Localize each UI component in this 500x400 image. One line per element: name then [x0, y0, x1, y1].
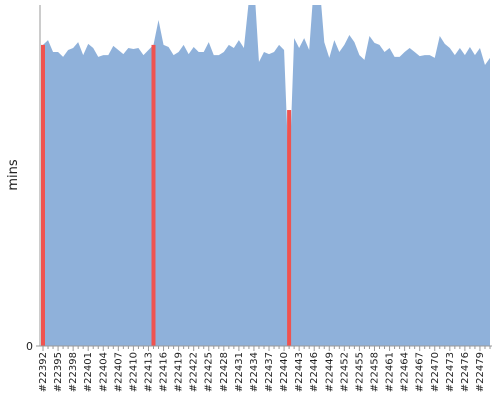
x-tick-label: #22479	[475, 352, 486, 392]
x-tick-label: #22437	[264, 352, 275, 392]
x-tick-label: #22416	[159, 352, 170, 392]
x-tick-label: #22443	[294, 352, 305, 392]
x-tick-label: #22461	[385, 352, 396, 392]
x-tick-label: #22452	[339, 352, 350, 392]
x-tick-label: #22425	[204, 352, 215, 392]
x-tick-label: #22407	[113, 352, 124, 392]
y-axis-label: mins	[6, 159, 21, 191]
bar	[41, 44, 45, 346]
x-tick-label: #22458	[369, 352, 380, 392]
y-tick-label: 0	[26, 340, 33, 353]
x-tick-label: #22413	[143, 352, 154, 392]
x-tick-label: #22446	[309, 352, 320, 392]
bar	[151, 44, 156, 346]
x-tick-label: #22470	[430, 352, 441, 392]
x-tick-label: #22473	[445, 352, 456, 392]
area	[43, 5, 490, 346]
plot-area	[41, 5, 490, 346]
x-tick-label: #22401	[83, 352, 94, 392]
x-tick-label: #22431	[234, 352, 245, 392]
x-tick-label: #22440	[279, 352, 290, 392]
x-tick-label: #22404	[98, 352, 109, 392]
x-tick-label: #22398	[68, 352, 79, 392]
x-tick-label: #22467	[415, 352, 426, 392]
x-tick-label: #22449	[324, 352, 335, 392]
x-tick-label: #22395	[53, 352, 64, 392]
x-tick-label: #22419	[174, 352, 185, 392]
x-tick-label: #22434	[249, 352, 260, 392]
x-tick-label: #22476	[460, 352, 471, 392]
x-tick-label: #22392	[38, 352, 49, 392]
x-tick-label: #22455	[354, 352, 365, 392]
x-tick-label: #22410	[128, 352, 139, 392]
bar	[287, 110, 292, 346]
x-tick-label: #22428	[219, 352, 230, 392]
x-tick-label: #22422	[189, 352, 200, 392]
x-tick-label: #22464	[400, 352, 411, 392]
